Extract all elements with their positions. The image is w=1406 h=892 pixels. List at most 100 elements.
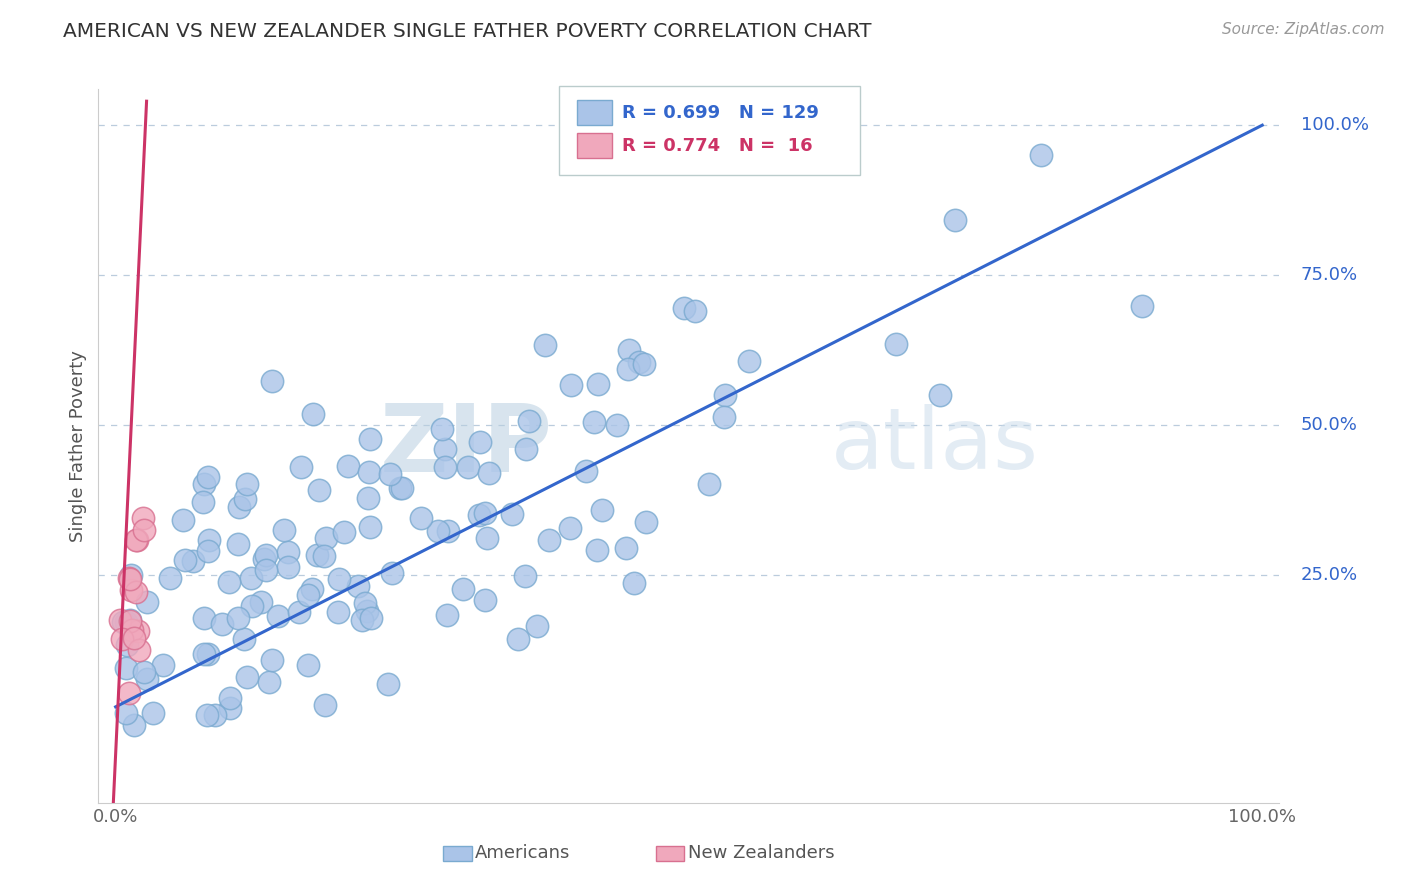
Point [233,492,256,507]
Text: 100.0%: 100.0% [1301,116,1368,134]
Point [218,574,240,589]
Point [193,611,215,625]
Point [886,337,908,351]
FancyBboxPatch shape [576,100,612,125]
Point [121,623,143,637]
Point [477,467,499,481]
Text: ZIP: ZIP [380,400,553,492]
Point [586,542,609,557]
Point [136,672,159,686]
Point [457,459,479,474]
Point [350,613,373,627]
Point [120,582,142,597]
Point [468,434,491,449]
Point [132,510,155,524]
Point [136,595,159,609]
Y-axis label: Single Father Poverty: Single Father Poverty [69,350,87,542]
Point [253,551,276,566]
Point [436,524,458,538]
Point [197,647,219,661]
Point [360,611,382,625]
Point [118,571,141,585]
Text: atlas: atlas [831,404,1039,488]
Point [474,506,496,520]
Text: AMERICAN VS NEW ZEALANDER SINGLE FATHER POVERTY CORRELATION CHART: AMERICAN VS NEW ZEALANDER SINGLE FATHER … [63,22,872,41]
Point [582,415,605,429]
Point [287,605,309,619]
Point [333,524,356,539]
Point [409,510,432,524]
Point [273,523,295,537]
Point [142,706,165,721]
Point [290,460,312,475]
Point [219,700,242,714]
Point [115,661,138,675]
Point [174,553,197,567]
Point [697,477,720,491]
Point [219,690,242,705]
Point [197,544,219,558]
Point [451,582,474,597]
Point [302,407,325,421]
Point [308,483,330,497]
Point [198,533,221,547]
Point [127,624,149,639]
Point [354,596,377,610]
Point [122,718,145,732]
Point [501,507,523,521]
Point [115,706,138,720]
Text: R = 0.699   N = 129: R = 0.699 N = 129 [621,103,818,121]
Point [627,354,650,368]
Point [377,676,399,690]
Point [606,418,628,433]
Point [301,582,323,596]
Point [326,605,349,619]
Point [226,611,249,625]
Point [111,632,134,646]
Point [586,377,609,392]
Point [617,362,640,376]
Point [513,569,536,583]
Point [391,481,413,495]
Point [239,571,262,585]
Point [236,476,259,491]
Point [683,304,706,318]
Point [233,632,256,646]
Point [346,579,368,593]
Point [738,353,761,368]
Point [204,707,226,722]
Point [120,572,142,586]
Point [305,548,328,562]
Point [474,592,496,607]
Text: Source: ZipAtlas.com: Source: ZipAtlas.com [1222,22,1385,37]
Point [315,532,337,546]
Point [115,638,138,652]
FancyBboxPatch shape [443,846,471,862]
Point [108,613,131,627]
Point [357,491,380,505]
Point [617,343,640,358]
Point [929,388,952,402]
Point [262,374,284,388]
Point [714,388,737,402]
Point [254,548,277,562]
Point [297,588,319,602]
Point [534,338,557,352]
Point [195,708,218,723]
Point [120,613,142,627]
Point [388,481,411,495]
Point [236,670,259,684]
Point [1029,148,1052,162]
Point [132,523,155,537]
Point [193,477,215,491]
Point [127,533,149,547]
Point [477,531,499,545]
Point [633,357,655,371]
Point [359,465,381,479]
Point [614,541,637,555]
Point [124,585,146,599]
Point [560,378,582,392]
Point [120,568,142,582]
Point [226,537,249,551]
Point [359,520,381,534]
